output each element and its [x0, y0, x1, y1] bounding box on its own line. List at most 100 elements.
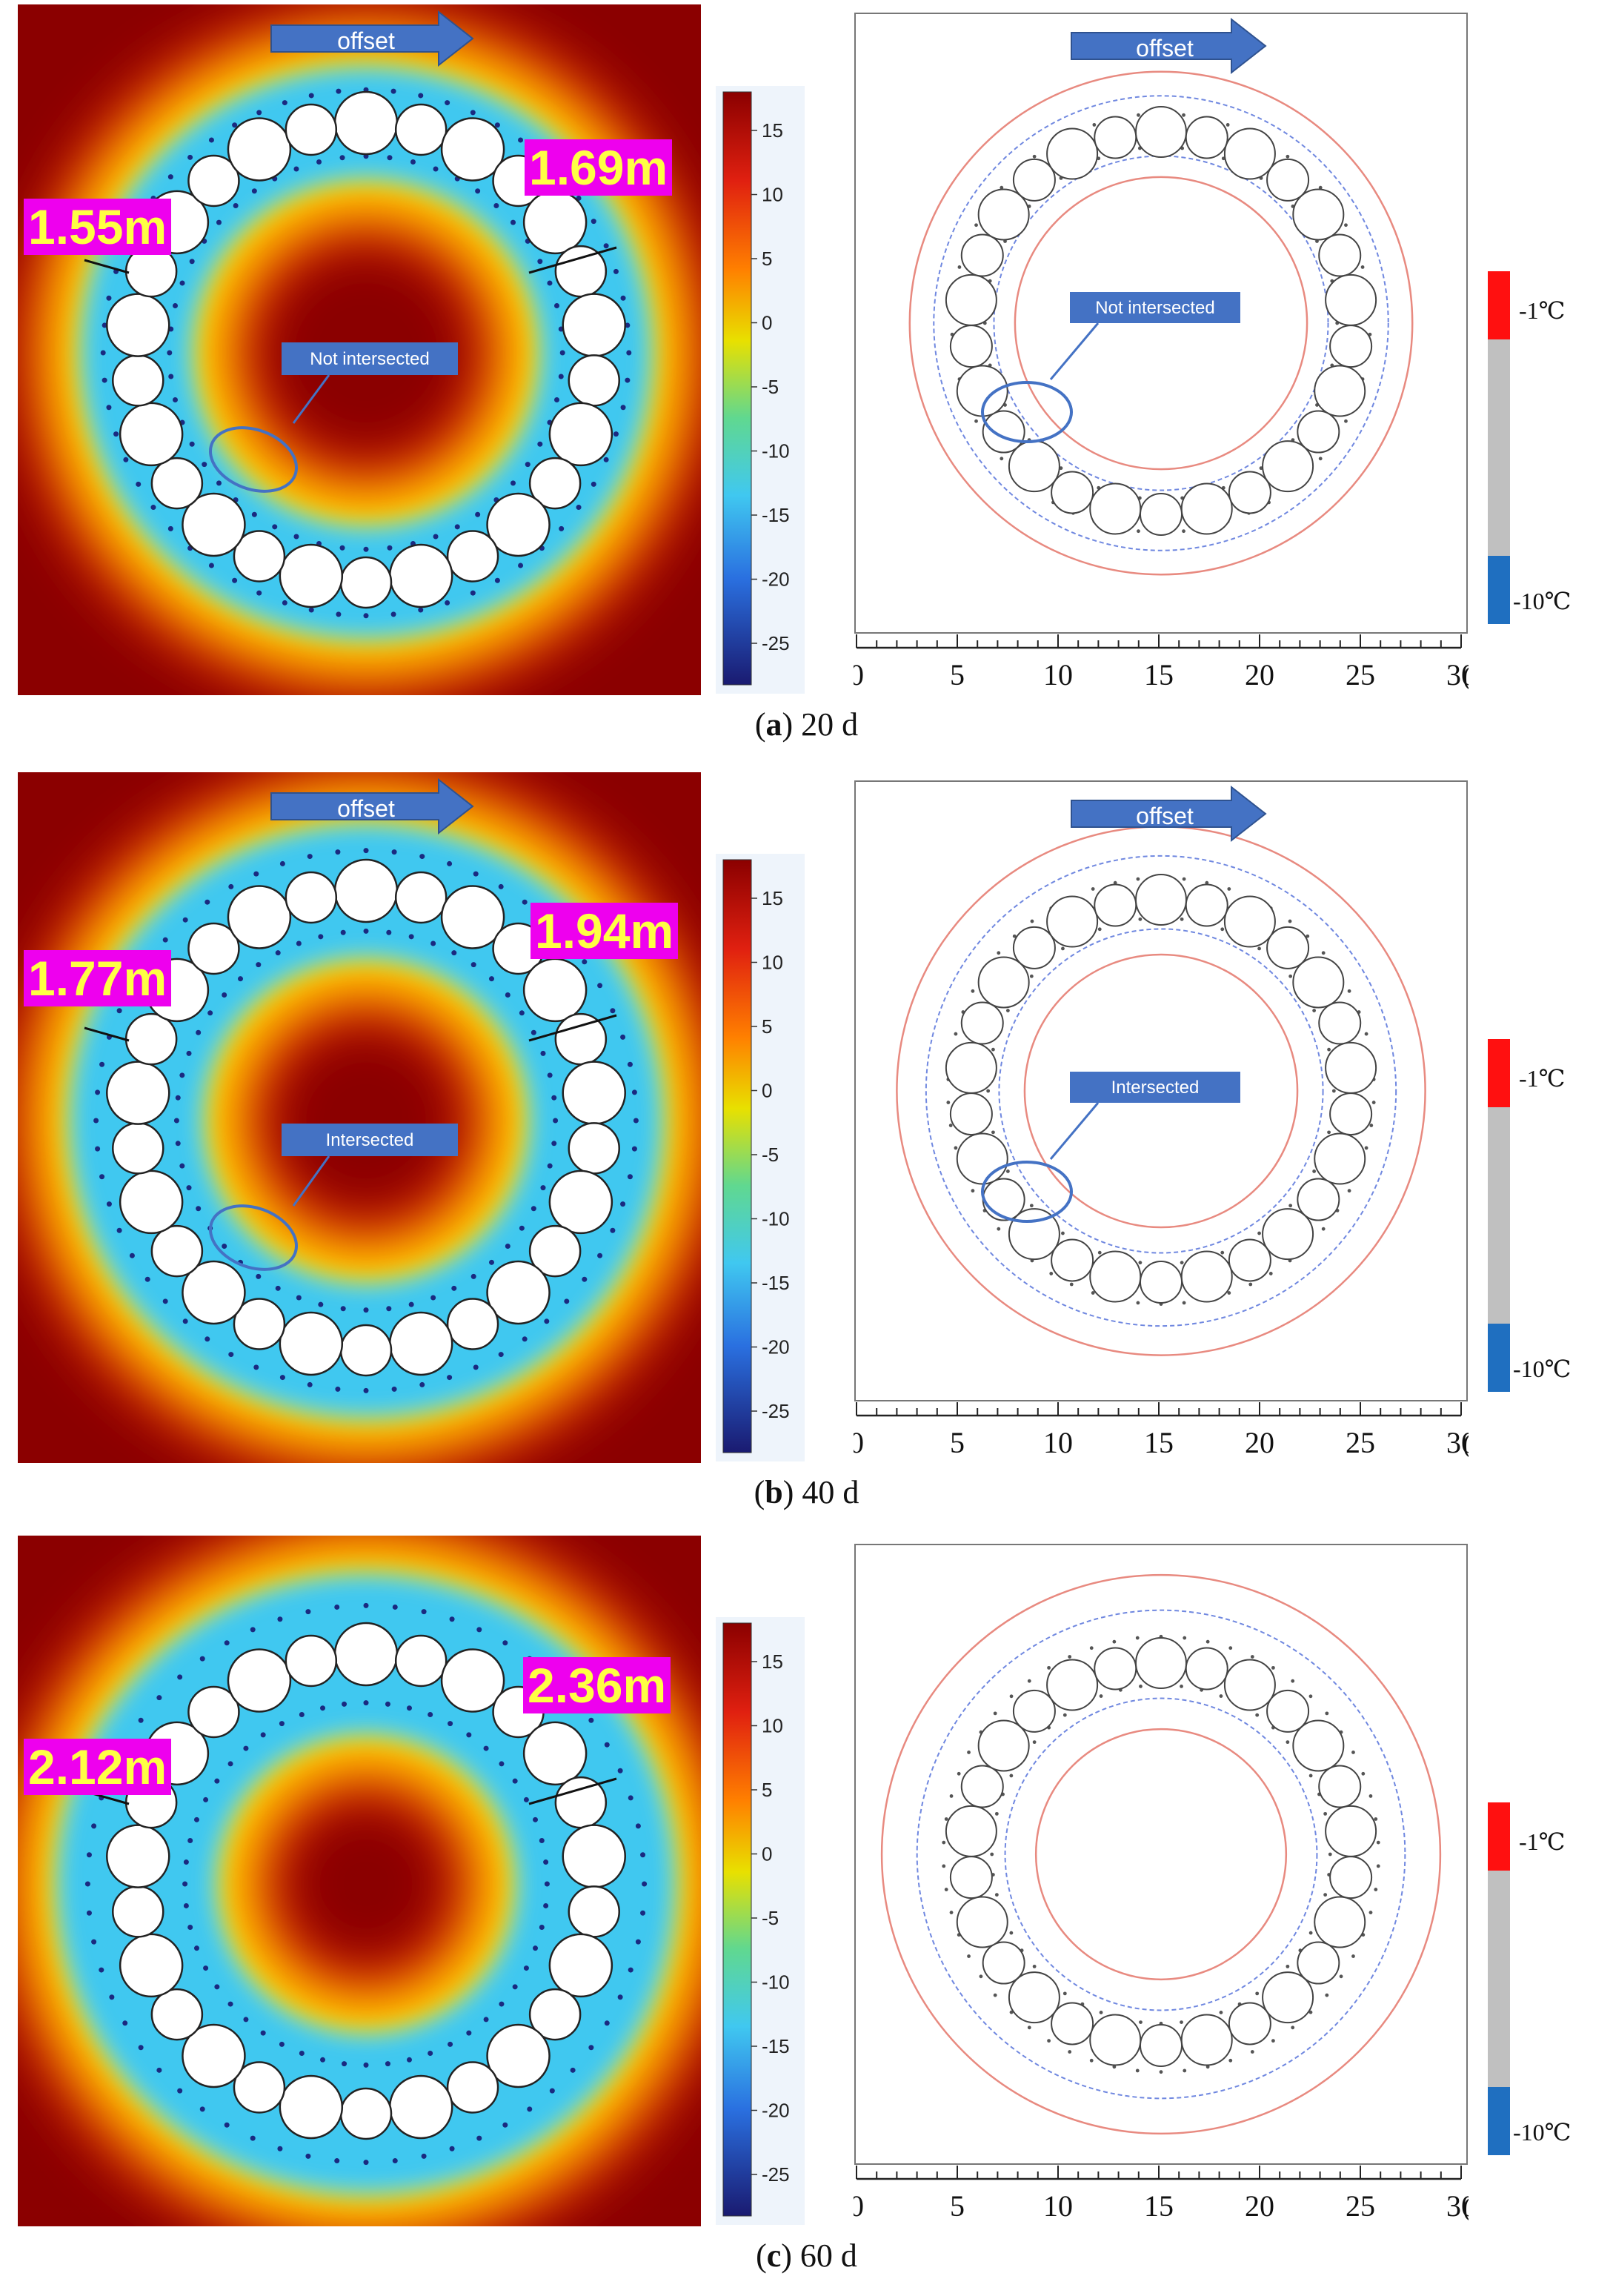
- x-tick-label: 15: [1144, 658, 1174, 691]
- temperature-legend: -1℃ -10℃: [1486, 267, 1597, 637]
- x-tick-label: 10: [1043, 1426, 1073, 1459]
- panel-20d: offset Not intersected 1.55m 1.69m 15 10 5 0 -5 -…: [0, 0, 1613, 765]
- offset-arrow-outline: offset: [1071, 17, 1267, 75]
- x-tick-label: 15: [1144, 1426, 1174, 1459]
- colorbar-tick-label: 10: [762, 952, 783, 974]
- panel-60d: 2.12m 2.36m 15 10 5 0 -5 -10 -15 -20 -25 0 5 10 15 20 25…: [0, 1531, 1613, 2296]
- colorbar-tick-label: 15: [762, 119, 783, 142]
- minus10-contour: [916, 1609, 1406, 2100]
- colorbar-tick-label: -10: [762, 1208, 790, 1230]
- temperature-colorbar: 15 10 5 0 -5 -10 -15 -20 -25: [716, 854, 805, 1461]
- colorbar-tick-label: 0: [762, 1080, 772, 1102]
- left-freeze-thickness-label: 2.12m: [24, 1739, 172, 1795]
- caption-letter: c: [766, 2237, 782, 2274]
- colorbar-tick-label: 15: [762, 887, 783, 909]
- x-tick-label: 25: [1346, 1426, 1375, 1459]
- callout-outline: Intersected: [981, 1072, 1240, 1223]
- offset-arrow-heat: offset: [270, 10, 474, 67]
- pile-ring: [106, 858, 626, 1377]
- caption-time: ) 20 d: [782, 706, 859, 743]
- panel-caption: (b) 40 d: [754, 1474, 859, 1510]
- callout-label-outline: Intersected: [1111, 1078, 1200, 1098]
- x-tick-label: 25: [1346, 658, 1375, 691]
- left-freeze-thickness-label: 1.55m: [24, 199, 172, 255]
- x-tick-label: 5: [950, 2189, 965, 2223]
- x-tick-label: 5: [950, 658, 965, 691]
- legend-top-label: -1℃: [1519, 1065, 1565, 1092]
- pile-ring: [106, 90, 626, 609]
- colorbar-tick-label: 5: [762, 1779, 772, 1801]
- colorbar-tick-label: -5: [762, 1907, 779, 1929]
- offset-label-heat: offset: [337, 27, 395, 54]
- x-tick-label: 10: [1043, 658, 1073, 691]
- x-tick-label: 0: [854, 658, 864, 691]
- caption-letter: a: [765, 706, 782, 743]
- minus10-contour: [933, 95, 1389, 551]
- panel-caption: (a) 20 d: [754, 706, 859, 743]
- colorbar-tick-label: -15: [762, 504, 790, 526]
- colorbar-tick-label: -20: [762, 2100, 790, 2122]
- temperature-field-map: offset Not intersected: [18, 4, 701, 695]
- left-freeze-thickness-label: 1.77m: [24, 950, 172, 1006]
- caption-time: ) 40 d: [782, 1474, 859, 1510]
- colorbar-tick-label: -25: [762, 2163, 790, 2186]
- freeze-pipe-dots: [84, 1602, 648, 2166]
- colorbar-tick-label: 5: [762, 1015, 772, 1038]
- x-tick-label: 15: [1144, 2189, 1174, 2223]
- caption-letter: b: [765, 1474, 783, 1510]
- legend-top-label: -1℃: [1519, 1828, 1565, 1855]
- pile-ring: [106, 1622, 626, 2140]
- x-tick-label: 20: [1245, 658, 1274, 691]
- right-freeze-thickness-label: 1.69m: [525, 139, 673, 196]
- colorbar-tick-label: -15: [762, 1272, 790, 1294]
- x-tick-label: 25: [1346, 2189, 1375, 2223]
- callout-heat: Intersected: [208, 1124, 458, 1271]
- colorbar-tick-label: 0: [762, 312, 772, 334]
- colorbar-tick-label: -25: [762, 632, 790, 654]
- pile-ring-outline: [945, 106, 1377, 536]
- offset-label-outline: offset: [1136, 803, 1194, 829]
- offset-label-heat: offset: [337, 795, 395, 822]
- dimension-arrows: [84, 246, 617, 274]
- callout-heat: Not intersected: [208, 342, 458, 493]
- colorbar-tick-label: -5: [762, 1144, 779, 1166]
- colorbar-tick-label: -15: [762, 2035, 790, 2057]
- x-tick-label: 0: [854, 1426, 864, 1459]
- colorbar-tick-label: -20: [762, 568, 790, 591]
- temperature-colorbar: 15 10 5 0 -5 -10 -15 -20 -25: [716, 86, 805, 694]
- legend-bottom-label: -10℃: [1513, 588, 1571, 614]
- legend-top-label: -1℃: [1519, 297, 1565, 324]
- temperature-legend: -1℃ -10℃: [1486, 1035, 1597, 1405]
- x-tick-label: 20: [1245, 1426, 1274, 1459]
- colorbar-tick-label: 10: [762, 1715, 783, 1737]
- temperature-field-map: offset Intersected: [18, 772, 701, 1463]
- freeze-pipe-dots: [100, 87, 632, 619]
- offset-arrow-outline: offset: [1071, 785, 1267, 843]
- colorbar-tick-label: 15: [762, 1650, 783, 1673]
- panel-caption: (c) 60 d: [756, 2237, 857, 2274]
- dimension-arrows: [84, 1014, 617, 1042]
- minus10-contour: [925, 855, 1397, 1327]
- x-tick-label: 5: [950, 1426, 965, 1459]
- colorbar-tick-label: -10: [762, 440, 790, 462]
- callout-label-outline: Not intersected: [1095, 298, 1214, 318]
- panel-40d: offset Intersected 1.77m 1.94m 15 10 5 0 -5 -10 -1…: [0, 768, 1613, 1533]
- colorbar-tick-label: 10: [762, 184, 783, 206]
- x-axis-unit: (m): [1463, 1429, 1469, 1459]
- colorbar-tick-label: 5: [762, 248, 772, 270]
- colorbar-tick-label: -10: [762, 1971, 790, 1994]
- legend-bottom-label: -10℃: [1513, 2119, 1571, 2146]
- x-axis-unit: (m): [1463, 661, 1469, 691]
- callout-label-heat: Intersected: [326, 1130, 414, 1150]
- temperature-colorbar: 15 10 5 0 -5 -10 -15 -20 -25: [716, 1617, 805, 2225]
- x-axis-unit: (m): [1463, 2192, 1469, 2222]
- colorbar-tick-label: -20: [762, 1336, 790, 1358]
- colorbar-tick-label: -5: [762, 376, 779, 398]
- x-tick-label: 0: [854, 2189, 864, 2223]
- offset-arrow-heat: offset: [270, 777, 474, 835]
- colorbar-tick-label: -25: [762, 1400, 790, 1422]
